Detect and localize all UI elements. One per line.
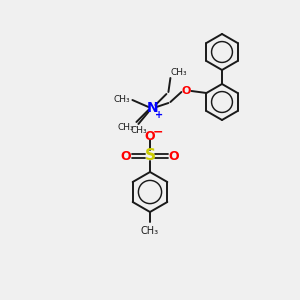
Text: O: O bbox=[121, 149, 131, 163]
Text: CH₃: CH₃ bbox=[118, 123, 134, 132]
Text: +: + bbox=[155, 110, 164, 120]
Text: CH₃: CH₃ bbox=[130, 126, 147, 135]
Text: O: O bbox=[169, 149, 179, 163]
Text: O: O bbox=[182, 86, 191, 96]
Text: S: S bbox=[145, 148, 155, 164]
Text: CH₃: CH₃ bbox=[141, 226, 159, 236]
Text: O: O bbox=[145, 130, 155, 142]
Text: N: N bbox=[147, 101, 158, 115]
Text: CH₃: CH₃ bbox=[170, 68, 187, 77]
Text: −: − bbox=[153, 125, 163, 139]
Text: CH₃: CH₃ bbox=[114, 94, 130, 103]
